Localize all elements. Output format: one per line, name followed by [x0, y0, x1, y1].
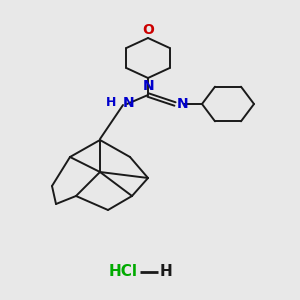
Text: N: N: [143, 79, 155, 93]
Text: N: N: [177, 97, 189, 111]
Text: O: O: [142, 23, 154, 37]
Text: H: H: [106, 97, 116, 110]
Text: N: N: [123, 96, 135, 110]
Text: HCl: HCl: [109, 265, 138, 280]
Text: H: H: [160, 265, 173, 280]
